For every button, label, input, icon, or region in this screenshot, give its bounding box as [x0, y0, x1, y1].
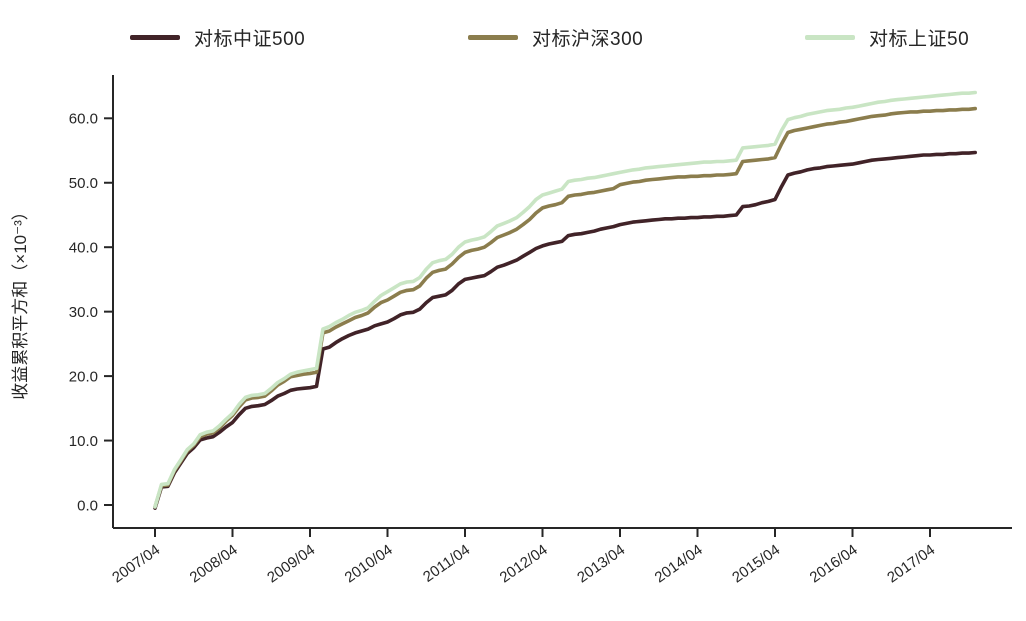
legend-item-sse50: 对标上证50	[805, 24, 969, 51]
series-line-1	[153, 106, 977, 509]
y-tick-label: 30.0	[69, 304, 98, 321]
x-tick-label: 2013/04	[574, 541, 628, 586]
y-tick-label: 10.0	[69, 433, 98, 450]
x-tick-label: 2011/04	[420, 541, 473, 585]
legend-label-hs300: 对标沪深300	[532, 29, 644, 50]
y-tick-label: 20.0	[69, 368, 98, 385]
x-tick-label: 2008/04	[187, 541, 241, 586]
x-tick-label: 2007/04	[109, 541, 163, 586]
legend-line-icon	[130, 35, 180, 40]
legend-line-icon	[468, 35, 518, 40]
x-tick-label: 2012/04	[497, 541, 551, 586]
legend-item-hs300: 对标沪深300	[468, 24, 643, 51]
series-line-0	[153, 150, 977, 510]
y-tick-label: 50.0	[69, 175, 98, 192]
x-tick-label: 2015/04	[729, 541, 783, 586]
legend-label-sse50: 对标上证50	[869, 29, 970, 50]
legend-item-csi500: 对标中证500	[130, 24, 305, 51]
x-tick-label: 2017/04	[884, 541, 938, 586]
y-tick-label: 0.0	[77, 497, 98, 514]
y-tick-label: 40.0	[69, 239, 98, 256]
y-tick-label: 60.0	[69, 111, 98, 128]
legend: 对标中证500 对标沪深300 对标上证50	[0, 0, 1026, 60]
series-line-2	[153, 90, 977, 509]
y-axis-label: 收益累积平方和（×10⁻³）	[11, 203, 30, 399]
x-tick-label: 2009/04	[264, 541, 318, 586]
x-tick-label: 2010/04	[342, 541, 396, 586]
x-tick-label: 2016/04	[807, 541, 861, 586]
legend-line-icon	[805, 35, 855, 40]
x-tick-label: 2014/04	[652, 541, 706, 586]
legend-label-csi500: 对标中证500	[194, 29, 306, 50]
